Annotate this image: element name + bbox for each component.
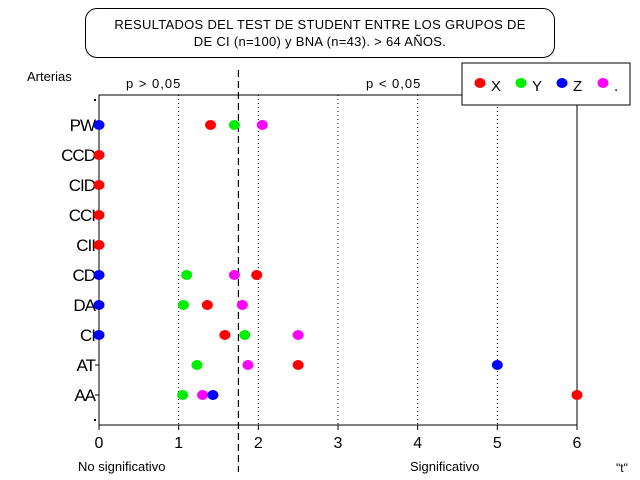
legend-label: Y — [532, 78, 542, 95]
data-point-x-cii — [93, 240, 105, 250]
data-point-z-pw — [93, 120, 105, 130]
data-point-dot-aa — [197, 390, 209, 400]
grid-layer — [178, 95, 498, 425]
data-point-y-ci — [239, 330, 251, 340]
data-point-z-at — [491, 360, 503, 370]
data-point-x-aa — [571, 390, 583, 400]
y-tick-label: CII — [76, 236, 95, 255]
y-tick-label: AA — [74, 386, 96, 405]
data-point-z-ci — [93, 330, 105, 340]
x-tick-label: 6 — [573, 435, 582, 452]
y-tick-label: PW — [70, 116, 96, 135]
chart-title-line-1: RESULTADOS DEL TEST DE STUDENT ENTRE LOS… — [114, 17, 526, 32]
chart-title-box: RESULTADOS DEL TEST DE STUDENT ENTRE LOS… — [85, 8, 555, 58]
data-point-x-at — [292, 360, 304, 370]
data-points — [93, 120, 583, 400]
legend-label: X — [491, 78, 501, 95]
data-point-dot-da — [236, 300, 248, 310]
legend-marker — [474, 78, 486, 88]
data-point-dot-ci — [292, 330, 304, 340]
bottom-label-significant: Significativo — [410, 459, 479, 474]
data-point-z-aa — [207, 390, 219, 400]
x-tick-label: 3 — [334, 435, 343, 452]
x-tick-label: 5 — [493, 435, 502, 452]
data-point-x-ccd — [93, 150, 105, 160]
bottom-label-not-significant: No significativo — [78, 459, 165, 474]
data-point-y-at — [191, 360, 203, 370]
data-point-y-cd — [181, 270, 193, 280]
data-point-y-aa — [177, 390, 189, 400]
legend-marker — [556, 78, 568, 88]
data-point-dot-cd — [228, 270, 240, 280]
data-point-x-pw — [205, 120, 217, 130]
legend-label: Z — [573, 78, 582, 95]
legend: X Y Z. — [461, 62, 631, 106]
y-tick-label: CCD — [61, 146, 96, 165]
y-tick-label: AT — [77, 356, 96, 375]
x-tick-label: 1 — [174, 435, 183, 452]
region-label-not-significant: p > 0,05 — [126, 76, 181, 91]
y-tick-label: CID — [69, 176, 96, 195]
legend-label: . — [614, 78, 618, 95]
x-axis-label: "t" — [616, 461, 628, 475]
x-tick-label: 4 — [413, 435, 422, 452]
data-point-y-pw — [228, 120, 240, 130]
y-axis-label: Arterias — [27, 69, 72, 84]
data-point-x-da — [201, 300, 213, 310]
y-axis-end-mark — [94, 99, 96, 101]
axis-ticks: 0 1 2 3 4 5 6 PW CCD CID CCI CII CD DA CI AT AA — [61, 99, 582, 452]
y-tick-label: DA — [73, 296, 96, 315]
chart-title-line-2: DE CI (n=100) y BNA (n=43). > 64 AÑOS. — [193, 34, 447, 49]
data-point-x-cci — [93, 210, 105, 220]
y-tick-label: CCI — [69, 206, 96, 225]
data-point-x-ci — [219, 330, 231, 340]
data-point-z-da — [93, 300, 105, 310]
data-point-x-cid — [93, 180, 105, 190]
legend-marker — [597, 78, 609, 88]
data-point-y-da — [177, 300, 189, 310]
legend-marker — [515, 78, 527, 88]
data-point-dot-pw — [256, 120, 268, 130]
data-point-z-cd — [93, 270, 105, 280]
y-tick-label: CI — [80, 326, 95, 345]
data-point-dot-at — [242, 360, 254, 370]
y-axis-end-mark — [94, 419, 96, 421]
x-tick-label: 0 — [95, 435, 104, 452]
region-label-significant: p < 0,05 — [366, 76, 421, 91]
y-tick-label: CD — [72, 266, 95, 285]
data-point-x-cd — [251, 270, 263, 280]
x-tick-label: 2 — [254, 435, 263, 452]
